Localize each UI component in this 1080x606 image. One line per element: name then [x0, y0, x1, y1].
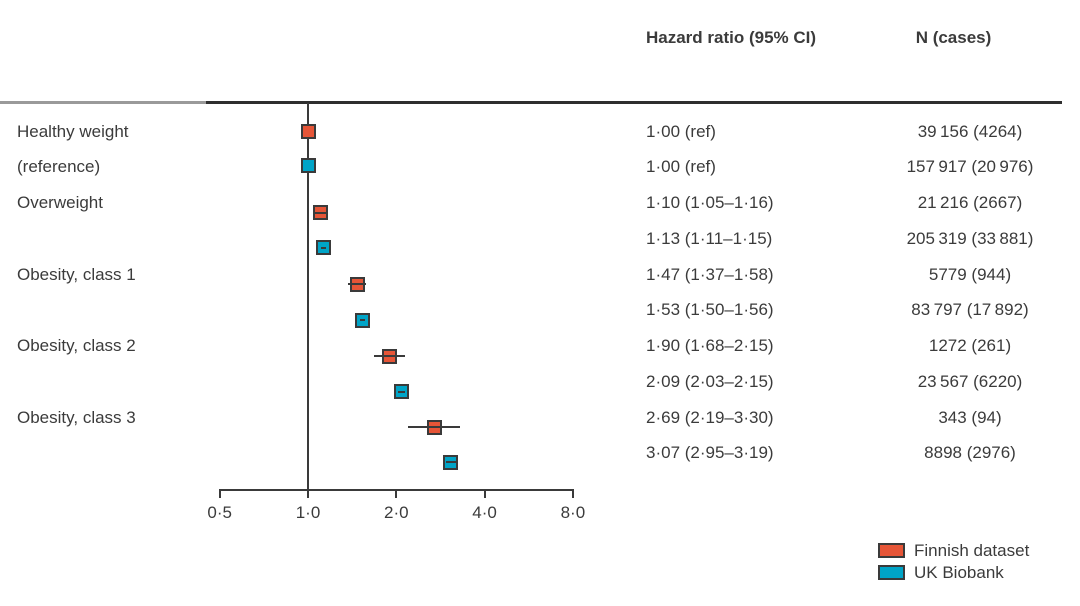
- legend-row-uk-biobank: UK Biobank: [878, 562, 1029, 582]
- header-rule: [206, 101, 1062, 104]
- n-value: 83 797 (17 892): [911, 300, 1029, 320]
- legend-row-finnish: Finnish dataset: [878, 540, 1030, 560]
- category-label: (reference): [17, 157, 101, 177]
- legend-label-uk-biobank: UK Biobank: [914, 562, 1004, 582]
- x-axis-tick: [571, 489, 574, 498]
- n-value: 205 319 (33 881): [906, 228, 1034, 248]
- n-value: 1272 (261): [928, 336, 1012, 356]
- category-label: Obesity, class 2: [17, 336, 136, 356]
- x-axis-tick-label: 4·0: [472, 503, 497, 522]
- n-value: 23 567 (6220): [917, 371, 1023, 391]
- legend-label-finnish: Finnish dataset: [914, 540, 1030, 560]
- hr-value: 1·53 (1·50–1·56): [646, 300, 774, 320]
- category-label: Obesity, class 3: [17, 407, 136, 427]
- x-axis-tick-label: 8·0: [560, 503, 586, 522]
- hr-value: 1·90 (1·68–2·15): [646, 336, 774, 356]
- hr-value: 1·47 (1·37–1·58): [646, 264, 774, 284]
- finnish-dataset-swatch: [878, 543, 905, 558]
- x-axis-tick: [307, 489, 309, 498]
- x-axis-tick: [483, 489, 486, 498]
- hr-marker: [300, 123, 316, 139]
- ci-line: [374, 355, 406, 357]
- ci-line: [314, 211, 327, 214]
- hazard-ratio-column-header: Hazard ratio (95% CI): [646, 28, 817, 47]
- hr-value: 1·10 (1·05–1·16): [646, 193, 774, 213]
- ci-line: [398, 390, 406, 393]
- hr-value: 3·07 (2·95–3·19): [646, 443, 774, 463]
- x-axis-tick-label: 2·0: [384, 503, 409, 522]
- category-label: Healthy weight: [17, 121, 129, 141]
- header-rule-left-segment: [0, 101, 206, 104]
- ci-line: [359, 319, 365, 321]
- hr-value: 1·13 (1·11–1·15): [646, 228, 773, 248]
- legend: Finnish dataset UK Biobank: [878, 540, 1030, 587]
- x-axis-tick: [218, 489, 221, 498]
- n-value: 343 (94): [938, 407, 1002, 427]
- n-value: 8898 (2976): [924, 443, 1016, 463]
- ci-line: [445, 461, 456, 463]
- hr-marker: [300, 157, 316, 173]
- uk-biobank-swatch: [878, 565, 905, 580]
- n-value: 21 216 (2667): [917, 193, 1023, 213]
- category-label: Overweight: [17, 193, 103, 213]
- hr-value: 2·69 (2·19–3·30): [646, 407, 774, 427]
- hr-value: 1·00 (ref): [646, 121, 716, 141]
- ci-line: [407, 426, 461, 428]
- x-axis-tick-label: 1·0: [295, 503, 321, 522]
- n-value: 157 917 (20 976): [906, 157, 1034, 177]
- category-label: Obesity, class 1: [17, 264, 136, 284]
- ci-line: [348, 283, 367, 285]
- ci-line: [321, 246, 326, 249]
- hr-value: 1·00 (ref): [646, 157, 716, 177]
- hr-value: 2·09 (2·03–2·15): [646, 371, 774, 391]
- n-value: 5779 (944): [928, 264, 1012, 284]
- n-cases-column-header: N (cases): [915, 28, 992, 47]
- reference-line: [307, 103, 309, 490]
- x-axis-tick-label: 0·5: [207, 503, 232, 522]
- n-value: 39 156 (4264): [917, 121, 1023, 141]
- x-axis-tick: [395, 489, 398, 498]
